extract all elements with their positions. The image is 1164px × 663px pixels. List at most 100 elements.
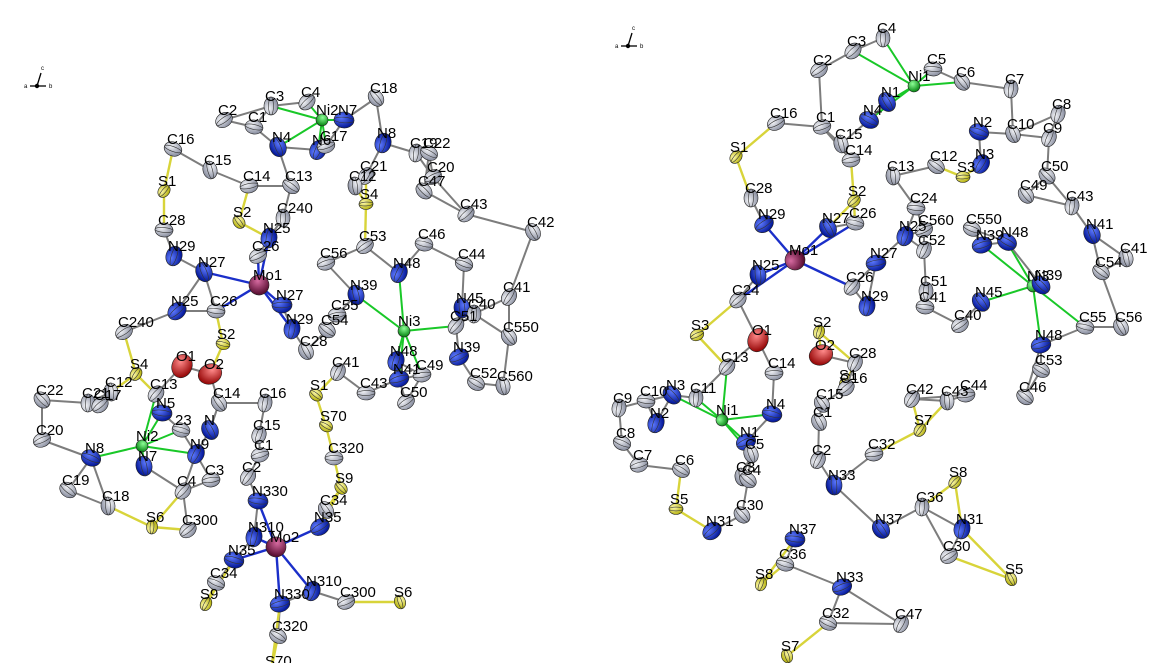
- right-bond: [828, 623, 901, 624]
- left-atom-label: C47: [418, 173, 446, 190]
- left-atom-label: C18: [370, 80, 398, 97]
- right-atom-label: C15: [816, 386, 844, 403]
- right-atom-label: S1: [730, 139, 748, 156]
- left-atom-label: C43: [460, 196, 488, 213]
- left-atom-label: N48: [393, 255, 421, 272]
- right-atom-label: C9: [613, 390, 632, 407]
- right-atom-label: N39: [1035, 267, 1063, 284]
- left-atom-label: C53: [359, 228, 387, 245]
- left-atom-label: C550: [503, 319, 539, 336]
- left-atom-label: C16: [167, 131, 195, 148]
- left-atom-label: C50: [400, 384, 428, 401]
- left-atom-label: S1: [158, 173, 176, 190]
- right-atom-label: C12: [930, 148, 958, 165]
- right-atom-label: C6: [675, 452, 694, 469]
- right-atom-label: C47: [895, 606, 923, 623]
- right-atom-label: S5: [670, 491, 688, 508]
- left-atom-label: N29: [286, 311, 314, 328]
- right-atom-label: C41: [919, 289, 947, 306]
- right-atom-label: N39: [976, 227, 1004, 244]
- left-atom-label: C49: [416, 357, 444, 374]
- right-atom-label: C1: [816, 109, 835, 126]
- left-atom-label: S6: [146, 509, 164, 526]
- right-atom-label: C55: [1079, 309, 1107, 326]
- right-atom-label: C49: [1020, 177, 1048, 194]
- left-atom-label: C15: [253, 417, 281, 434]
- right-atom-label: N37: [789, 521, 817, 538]
- left-atom-label: N27: [276, 287, 304, 304]
- left-atom-label: C13: [285, 168, 313, 185]
- right-atom-label: C54: [1095, 254, 1123, 271]
- left-atom-label: C41: [332, 354, 360, 371]
- left-atom-label: C26: [210, 293, 238, 310]
- right-atom-label: C42: [906, 381, 934, 398]
- left-atom-label: N35: [228, 542, 256, 559]
- right-atom-label: C14: [845, 142, 873, 159]
- left-atom-label: N8: [85, 440, 104, 457]
- right-atom-label: S2: [848, 183, 866, 200]
- right-atom-label: C52: [918, 232, 946, 249]
- left-atom-label: N5: [156, 395, 175, 412]
- right-atom-label: N48: [1035, 327, 1063, 344]
- left-atom-label: C18: [102, 488, 130, 505]
- right-atom-label: C32: [868, 436, 896, 453]
- right-atom-label: S3: [957, 159, 975, 176]
- right-atom-label: C5: [927, 51, 946, 68]
- left-atom-label: C42: [527, 214, 555, 231]
- right-atom-label: N29: [758, 206, 786, 223]
- axis-label-c: c: [632, 26, 635, 32]
- right-atom-label: C7: [633, 447, 652, 464]
- left-atom-label: C19: [62, 472, 90, 489]
- left-atom-label: Mo2: [270, 529, 299, 546]
- right-atom-label: C2: [813, 52, 832, 69]
- left-atom-label: N39: [350, 277, 378, 294]
- right-atom-label: C13: [887, 158, 915, 175]
- axis-label-a: a: [615, 44, 619, 50]
- right-atom-label: N33: [836, 569, 864, 586]
- left-atom-label: C56: [320, 245, 348, 262]
- right-atom-label: C28: [745, 180, 773, 197]
- right-atom-label: C16: [770, 105, 798, 122]
- bond-layer: [42, 38, 1126, 663]
- right-atom-label: C550: [966, 211, 1002, 228]
- right-atom-label: N45: [975, 284, 1003, 301]
- right-atom-label: C16: [840, 370, 868, 387]
- right-atom-label: C32: [822, 605, 850, 622]
- left-atom-label: C2: [242, 459, 261, 476]
- left-atom-label: C28: [300, 333, 328, 350]
- left-atom-label: S9: [200, 586, 218, 603]
- left-atom-label: C28: [158, 212, 186, 229]
- right-atom-label: C4: [877, 20, 896, 37]
- left-atom-label: S4: [130, 356, 148, 373]
- right-atom-label: O1: [752, 322, 772, 339]
- right-atom-label: S3: [691, 317, 709, 334]
- left-atom-label: Ni2: [136, 428, 159, 445]
- left-atom-label: N7: [138, 448, 157, 465]
- right-atom-label: S8: [755, 566, 773, 583]
- right-atom-label: C36: [916, 489, 944, 506]
- left-atom-label: C240: [277, 200, 313, 217]
- right-atom-label: C41: [1120, 240, 1148, 257]
- right-atom-label: N48: [1001, 224, 1029, 241]
- right-atom-label: C8: [616, 425, 635, 442]
- right-atom-label: C6: [956, 64, 975, 81]
- left-atom-label: N330: [252, 483, 288, 500]
- left-atom-label: C14: [213, 385, 241, 402]
- right-atom-label: C13: [721, 349, 749, 366]
- left-atom-label: C1: [248, 109, 267, 126]
- left-atom-label: Mo1: [253, 267, 282, 284]
- right-atom-label: C9: [1043, 120, 1062, 137]
- right-atom-label: C43: [941, 383, 969, 400]
- right-atom-label: S7: [781, 638, 799, 655]
- left-atom-label: C560: [497, 368, 533, 385]
- left-atom-label: S70: [320, 408, 347, 425]
- right-atom-label: N4: [766, 396, 785, 413]
- left-atom-label: C2: [218, 102, 237, 119]
- left-atom-label: C20: [36, 422, 64, 439]
- left-atom-label: N4: [272, 129, 291, 146]
- left-atom-label: N48: [390, 343, 418, 360]
- left-atom-label: N35: [314, 509, 342, 526]
- right-axis-triad: a bc: [615, 26, 644, 50]
- right-atom-label: C26: [846, 269, 874, 286]
